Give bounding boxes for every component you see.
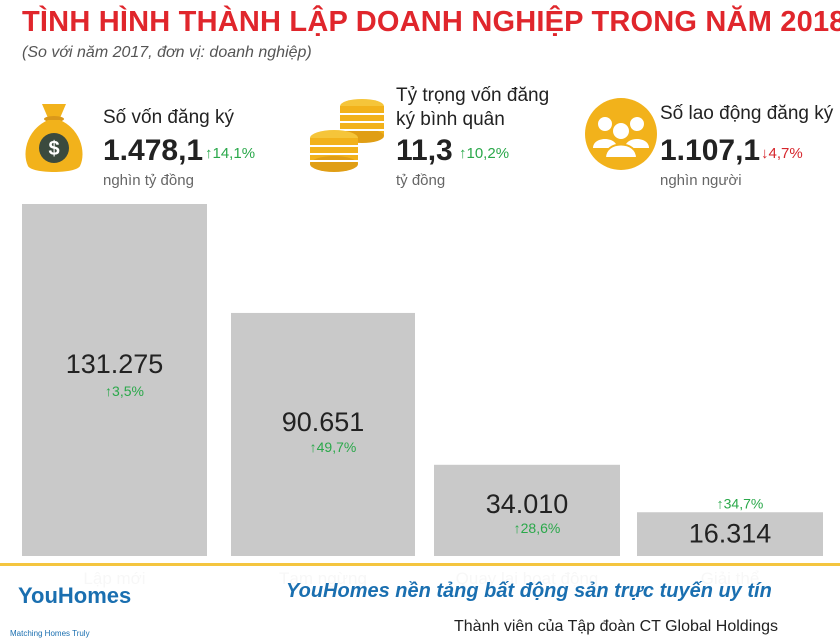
stat-label: Số vốn đăng ký	[103, 107, 234, 128]
stat-unit: nghìn tỷ đồng	[103, 172, 194, 189]
page-subtitle: (So với năm 2017, đơn vị: doanh nghiệp)	[22, 44, 312, 61]
bar-value-label: 90.651	[282, 407, 365, 437]
stat-label: Số lao động đăng ký	[660, 103, 834, 124]
logo-tagline: Matching Homes Truly	[10, 629, 90, 638]
footer-banner: YouHomes Matching Homes Truly YouHomes n…	[0, 563, 840, 644]
stat-label-line-2: ký bình quân	[396, 109, 505, 130]
bar-value-label: 34.010	[486, 489, 569, 519]
stat-change: ↑14,1%	[205, 145, 256, 162]
bar	[434, 464, 620, 556]
stat-unit: tỷ đồng	[396, 172, 446, 189]
bar-change-label: ↑3,5%	[105, 383, 144, 399]
bar-value-label: 131.275	[66, 349, 164, 379]
people-group-icon	[585, 98, 657, 170]
stat-value: 1.107,1	[660, 134, 761, 167]
stat-change: ↑10,2%	[459, 145, 510, 162]
bar-value-label: 16.314	[689, 518, 772, 548]
coins-stack-icon	[310, 99, 384, 172]
footer-divider	[0, 563, 840, 566]
stat-label-line-1: Tỷ trọng vốn đăng	[396, 85, 550, 106]
bar	[231, 312, 415, 556]
bar-change-label: ↑49,7%	[310, 439, 357, 455]
stat-change: ↓4,7%	[761, 145, 803, 162]
svg-text:$: $	[48, 138, 59, 160]
stat-unit: nghìn người	[660, 172, 742, 189]
money-bag-icon: $	[25, 104, 83, 172]
bar	[22, 204, 207, 556]
page-title: TÌNH HÌNH THÀNH LẬP DOANH NGHIỆP TRONG N…	[22, 6, 840, 38]
footer-slogan: YouHomes nền tảng bất động sản trực tuyế…	[286, 580, 772, 602]
youhomes-logo[interactable]: YouHomes Matching Homes Truly	[10, 583, 132, 639]
logo-text: YouHomes	[18, 583, 132, 608]
bar-change-label: ↑28,6%	[514, 520, 561, 536]
stat-value: 11,3	[396, 134, 453, 167]
bar	[637, 512, 823, 556]
bar-change-label: ↑34,7%	[717, 495, 764, 511]
stat-value: 1.478,1	[103, 134, 204, 167]
footer-member-note: Thành viên của Tập đoàn CT Global Holdin…	[454, 618, 779, 635]
